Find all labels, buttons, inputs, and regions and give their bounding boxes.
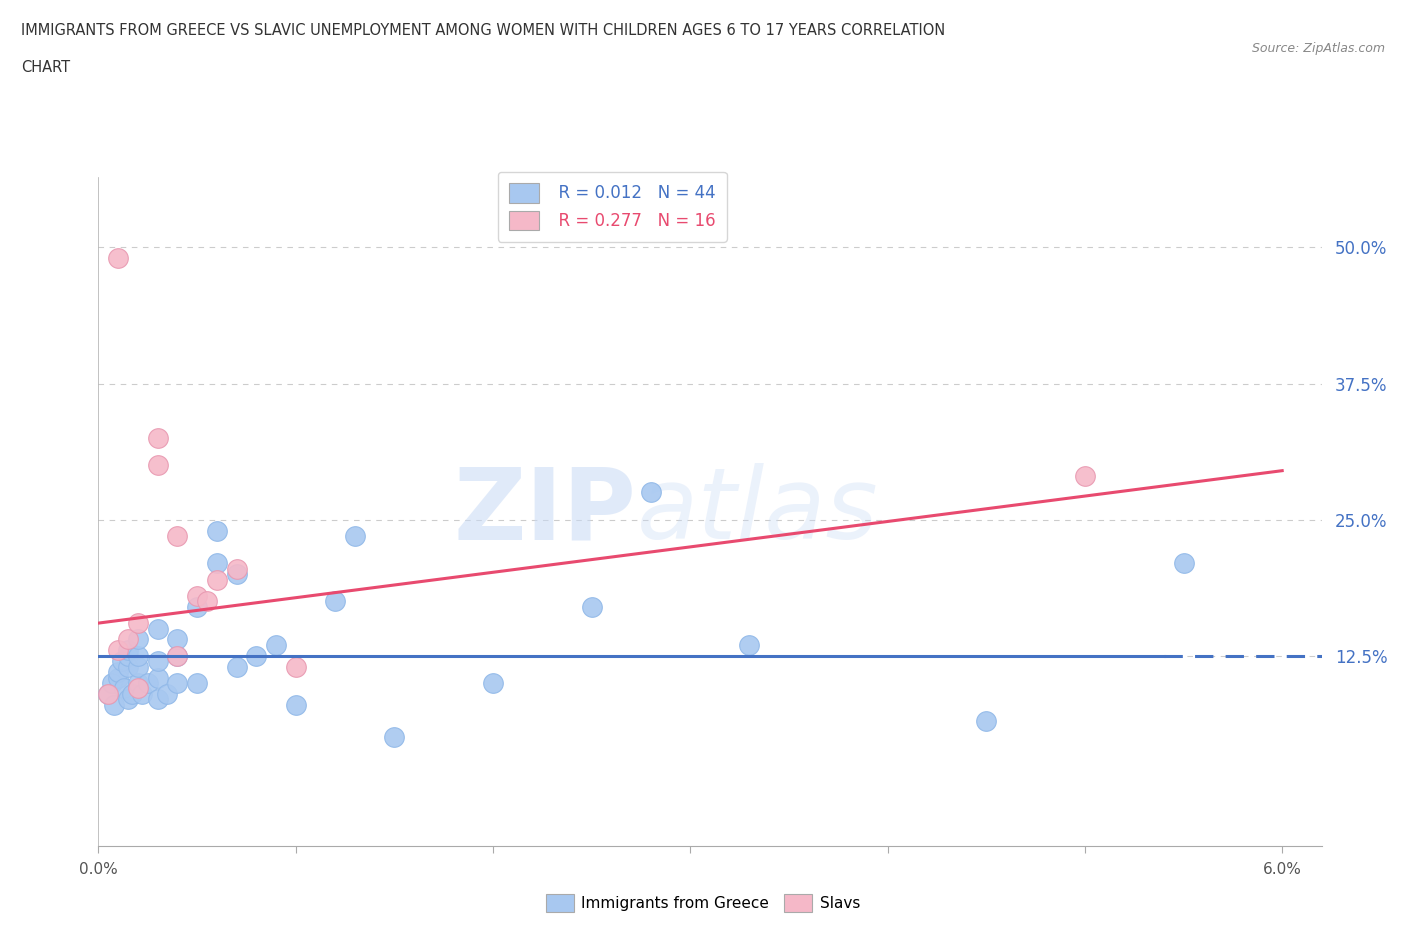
Point (97, 686, 120, 701)
Point (127, 632, 149, 647)
Point (245, 648, 267, 663)
Point (107, 665, 129, 680)
Point (146, 671, 169, 685)
Point (112, 681, 135, 696)
Point (166, 648, 188, 663)
Point (264, 637, 287, 652)
Point (117, 648, 139, 663)
Text: atlas: atlas (637, 463, 879, 560)
Point (186, 599, 208, 614)
Point (166, 675, 188, 690)
Point (1173, 556, 1195, 571)
Point (343, 528, 366, 543)
Point (166, 528, 188, 543)
Point (974, 713, 997, 728)
Point (117, 692, 139, 707)
Point (166, 648, 188, 663)
Text: ZIP: ZIP (454, 463, 637, 560)
Point (284, 659, 307, 674)
Text: CHART: CHART (21, 60, 70, 75)
Point (205, 523, 228, 538)
Point (131, 686, 153, 701)
Point (581, 599, 603, 614)
Point (225, 561, 247, 576)
Point (121, 686, 143, 701)
Point (146, 431, 169, 445)
Point (195, 594, 218, 609)
Text: Source: ZipAtlas.com: Source: ZipAtlas.com (1251, 42, 1385, 55)
Point (146, 458, 169, 472)
Point (482, 675, 505, 690)
Point (205, 556, 228, 571)
Point (284, 698, 307, 712)
Point (323, 594, 346, 609)
Point (205, 572, 228, 587)
Point (107, 643, 129, 658)
Point (127, 659, 149, 674)
Point (640, 485, 662, 500)
Point (97, 686, 120, 701)
Point (127, 648, 149, 663)
Point (136, 675, 159, 690)
Point (117, 632, 139, 647)
Point (107, 671, 129, 685)
Point (186, 675, 208, 690)
Point (111, 654, 134, 669)
Point (101, 675, 124, 690)
Point (146, 621, 169, 636)
Point (1074, 469, 1097, 484)
Point (107, 251, 129, 266)
Point (156, 686, 179, 701)
Point (225, 659, 247, 674)
Text: IMMIGRANTS FROM GREECE VS SLAVIC UNEMPLOYMENT AMONG WOMEN WITH CHILDREN AGES 6 T: IMMIGRANTS FROM GREECE VS SLAVIC UNEMPLO… (21, 23, 945, 38)
Point (738, 637, 761, 652)
Legend:   R = 0.012   N = 44,   R = 0.277   N = 16: R = 0.012 N = 44, R = 0.277 N = 16 (498, 172, 727, 242)
Point (146, 692, 169, 707)
Point (127, 616, 149, 631)
Point (146, 654, 169, 669)
Legend: Immigrants from Greece, Slavs: Immigrants from Greece, Slavs (540, 888, 866, 918)
Point (127, 681, 149, 696)
Point (186, 589, 208, 604)
Point (117, 643, 139, 658)
Point (103, 698, 125, 712)
Point (225, 566, 247, 581)
Point (382, 730, 405, 745)
Point (117, 659, 139, 674)
Point (166, 632, 188, 647)
Point (127, 675, 149, 690)
